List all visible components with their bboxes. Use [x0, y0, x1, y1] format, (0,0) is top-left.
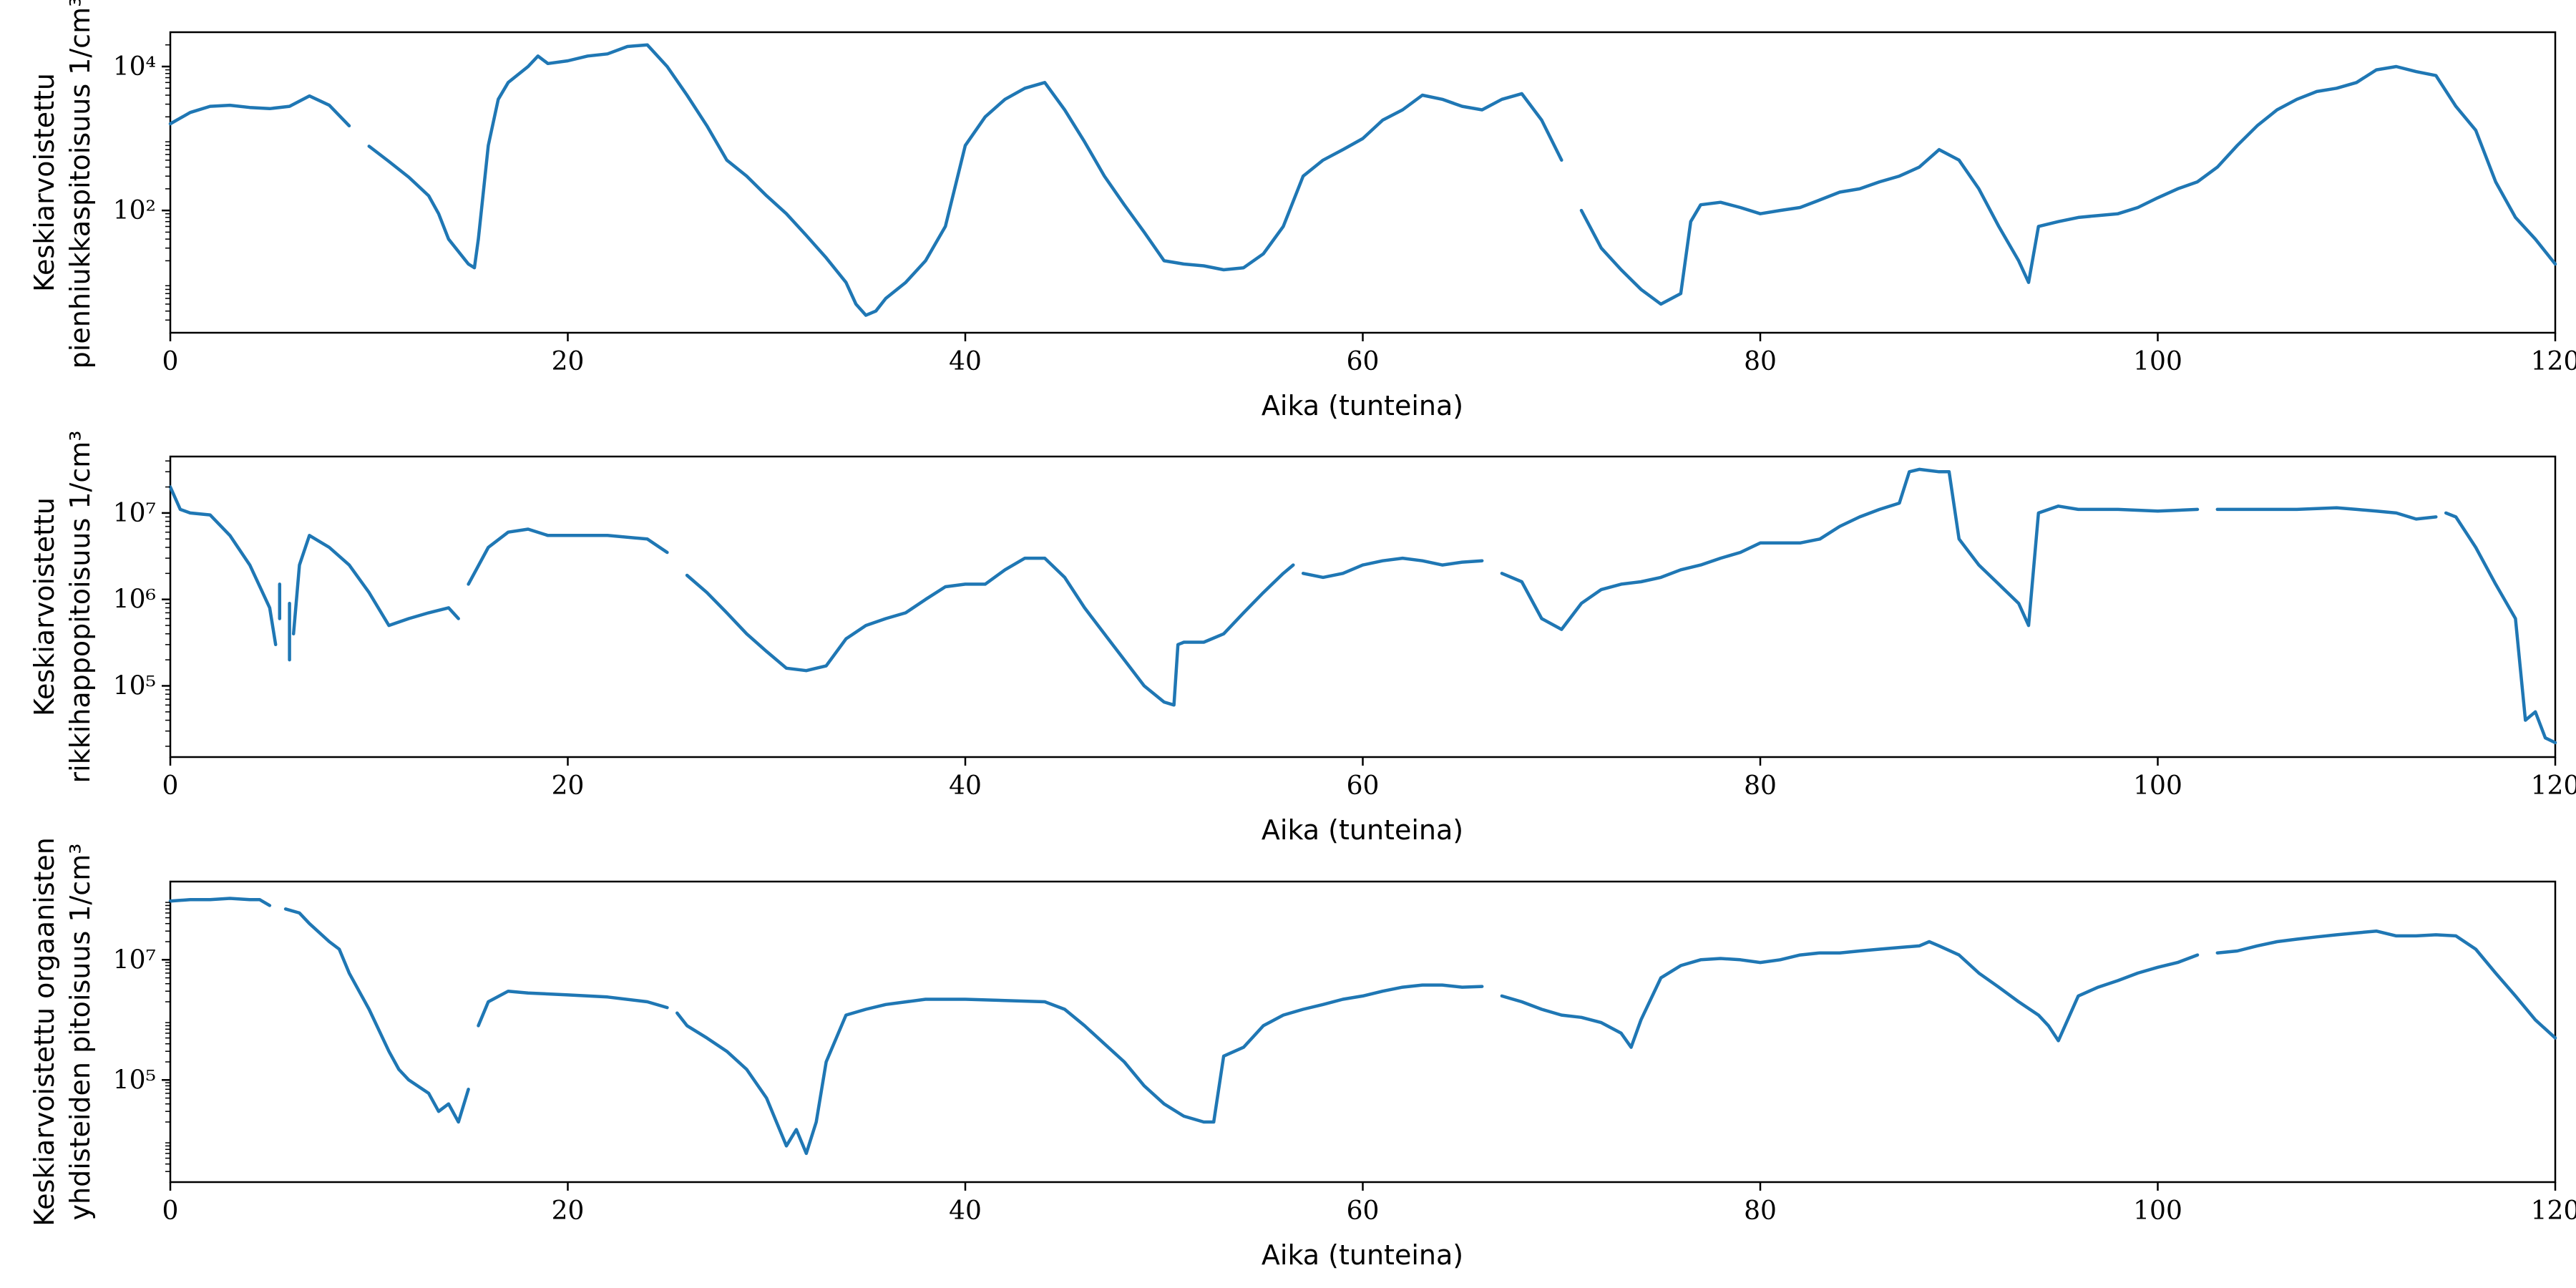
series-segment-1: [168, 897, 272, 907]
y-axis-ticks: 10⁵ 10⁶ 10⁷: [113, 460, 170, 747]
y-axis-label-line-2: pienhiukkaspitoisuus 1/cm³: [64, 0, 96, 369]
y-tick-label: 10⁵: [113, 671, 156, 701]
x-tick-label: 60: [1347, 347, 1380, 376]
x-tick-label: 80: [1744, 347, 1777, 376]
series-segment-5: [1500, 940, 2200, 1049]
line-series: [168, 43, 2557, 317]
x-tick-label: 120: [2531, 1196, 2576, 1226]
x-tick-label: 20: [552, 771, 585, 801]
y-tick-label: 10²: [113, 196, 156, 225]
series-segment-3: [477, 989, 669, 1028]
series-segment-6: [685, 556, 1295, 707]
plot-frame: [169, 880, 2557, 1184]
y-axis-ticks: 10² 10⁴: [113, 44, 170, 321]
y-tick-label: 10⁷: [113, 499, 156, 528]
series-segment-4: [675, 983, 1484, 1156]
y-axis-label-line-1: Keskiarvoistettu orgaanisten: [29, 837, 60, 1226]
x-tick-label: 0: [162, 1196, 179, 1226]
series-segment-7: [1301, 556, 1484, 580]
x-tick-label: 80: [1744, 1196, 1777, 1226]
chart-panel-sulfuric-acid: 0 20 40 60 80 100 120 10⁵ 10⁶ 10⁷ Aika (tunteina…: [29, 431, 2576, 846]
series-segment-2: [283, 907, 470, 1124]
x-tick-label: 40: [949, 771, 982, 801]
series-segment-6: [2215, 929, 2557, 1040]
x-tick-label: 60: [1347, 771, 1380, 801]
series-segment-4: [291, 534, 460, 636]
x-tick-label: 120: [2531, 771, 2576, 801]
y-tick-label: 10⁷: [113, 945, 156, 975]
x-tick-label: 40: [949, 1196, 982, 1226]
series-segment-3: [1579, 64, 2557, 306]
line-series: [168, 467, 2557, 745]
x-axis-label: Aika (tunteina): [1262, 1239, 1463, 1271]
x-tick-label: 60: [1347, 1196, 1380, 1226]
chart-panel-organics: 0 20 40 60 80 100 120 10⁵ 10⁷ Aika (tunteina) K…: [29, 837, 2576, 1271]
plot-frame: [169, 455, 2557, 758]
x-tick-label: 0: [162, 347, 179, 376]
x-tick-label: 80: [1744, 771, 1777, 801]
series-segment-1: [168, 485, 278, 647]
x-tick-label: 100: [2133, 771, 2182, 801]
x-axis-ticks: 0 20 40 60 80 100 120: [162, 333, 2576, 376]
series-segment-2: [367, 43, 1563, 317]
x-tick-label: 20: [552, 347, 585, 376]
x-tick-label: 100: [2133, 347, 2182, 376]
line-series: [168, 897, 2557, 1156]
x-axis-label: Aika (tunteina): [1262, 814, 1463, 846]
y-tick-label: 10⁴: [113, 52, 156, 82]
series-segment-9: [2215, 506, 2438, 521]
y-axis-label-line-1: Keskiarvoistettu: [29, 497, 60, 716]
y-axis-label-line-2: rikkihappopitoisuus 1/cm³: [64, 431, 96, 784]
x-tick-label: 0: [162, 771, 179, 801]
series-segment-10: [2444, 511, 2557, 745]
series-segment-8: [1500, 467, 2200, 631]
x-tick-label: 20: [552, 1196, 585, 1226]
y-axis-label-line-1: Keskiarvoistettu: [29, 73, 60, 292]
y-tick-label: 10⁶: [113, 585, 156, 615]
y-tick-label: 10⁵: [113, 1065, 156, 1095]
x-axis-ticks: 0 20 40 60 80 100 120: [162, 1182, 2576, 1226]
series-segment-5: [467, 527, 669, 586]
y-axis-label-line-2: yhdisteiden pitoisuus 1/cm³: [64, 844, 96, 1221]
x-tick-label: 120: [2531, 347, 2576, 376]
x-axis-label: Aika (tunteina): [1262, 390, 1463, 421]
series-segment-1: [168, 94, 351, 128]
x-tick-label: 100: [2133, 1196, 2182, 1226]
x-axis-ticks: 0 20 40 60 80 100 120: [162, 757, 2576, 801]
y-axis-ticks: 10⁵ 10⁷: [113, 902, 170, 1172]
chart-panel-particles: 0 20 40 60 80 100 120 10² 10⁴ Aika (tunteina) K…: [29, 0, 2576, 421]
x-tick-label: 40: [949, 347, 982, 376]
